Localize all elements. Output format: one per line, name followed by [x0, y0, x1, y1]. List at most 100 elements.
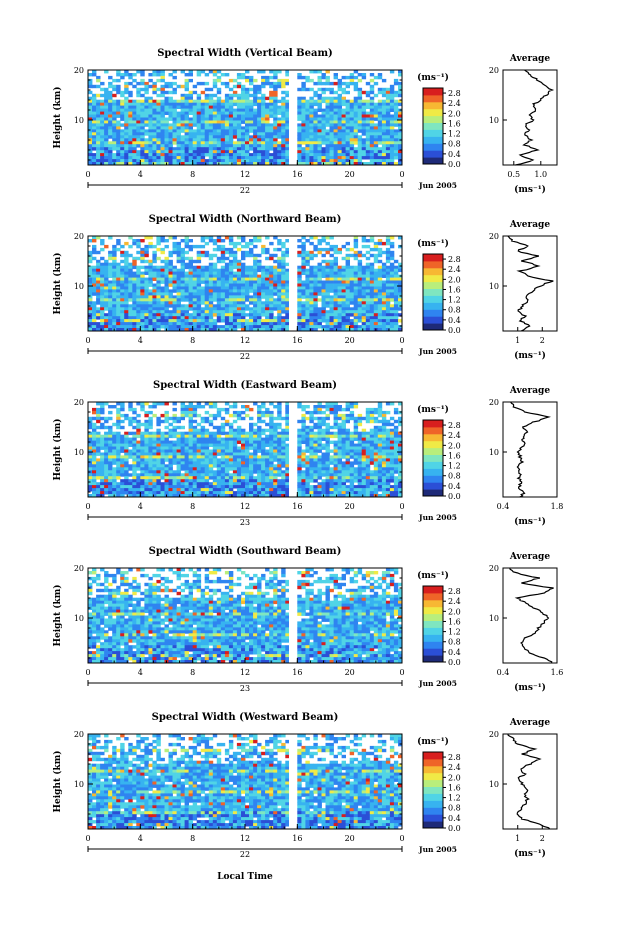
- heatmap-cell: [172, 283, 177, 287]
- heatmap-cell: [265, 407, 270, 412]
- heatmap-cell: [245, 286, 250, 290]
- heatmap-cell: [236, 280, 242, 284]
- heatmap-cell: [277, 123, 282, 127]
- heatmap-cell: [341, 316, 346, 320]
- heatmap-cell: [261, 141, 266, 145]
- heatmap-cell: [305, 325, 310, 329]
- heatmap-cell: [156, 239, 161, 243]
- heatmap-cell: [128, 325, 133, 329]
- heatmap-cell: [389, 325, 395, 329]
- heatmap-cell: [216, 298, 222, 302]
- heatmap-cell: [136, 422, 141, 427]
- heatmap-cell: [112, 319, 117, 323]
- heatmap-cell: [389, 431, 395, 436]
- heatmap-cell: [317, 316, 322, 320]
- heatmap-cell: [168, 159, 173, 163]
- heatmap-cell: [393, 156, 399, 160]
- heatmap-cell: [200, 289, 206, 293]
- heatmap-cell: [369, 428, 375, 433]
- heatmap-cell: [309, 126, 314, 130]
- heatmap-cell: [269, 159, 274, 163]
- heatmap-cell: [269, 325, 274, 329]
- heatmap-cell: [345, 274, 350, 278]
- heatmap-cell: [377, 319, 383, 323]
- heatmap-cell: [297, 328, 302, 332]
- heatmap-cell: [156, 120, 161, 124]
- heatmap-cell: [224, 126, 230, 130]
- heatmap-cell: [188, 271, 193, 275]
- heatmap-cell: [104, 156, 109, 160]
- heatmap-cell: [285, 316, 290, 320]
- heatmap-cell: [285, 322, 290, 326]
- heatmap-cell: [301, 416, 306, 421]
- heatmap-cell: [241, 111, 246, 115]
- heatmap-cell: [92, 437, 97, 441]
- heatmap-cell: [100, 87, 105, 92]
- heatmap-cell: [245, 434, 250, 439]
- heatmap-cell: [277, 304, 282, 308]
- heatmap-cell: [132, 289, 137, 293]
- heatmap-cell: [228, 123, 234, 127]
- heatmap-cell: [273, 268, 278, 273]
- heatmap-cell: [253, 159, 258, 163]
- heatmap-cell: [257, 102, 262, 107]
- heatmap-cell: [317, 277, 322, 281]
- heatmap-cell: [220, 407, 226, 412]
- heatmap-cell: [301, 159, 306, 163]
- heatmap-cell: [180, 126, 185, 130]
- heatmap-cell: [172, 416, 177, 421]
- heatmap-cell: [120, 402, 125, 406]
- heatmap-cell: [321, 111, 326, 115]
- heatmap-cell: [88, 298, 93, 302]
- heatmap-cell: [140, 81, 145, 86]
- heatmap-cell: [381, 422, 387, 427]
- heatmap-cell: [128, 126, 133, 130]
- heatmap-cell: [309, 132, 314, 136]
- heatmap-cell: [192, 132, 198, 136]
- heatmap-cell: [361, 437, 367, 441]
- heatmap-cell: [353, 419, 359, 424]
- heatmap-cell: [160, 268, 165, 273]
- heatmap-cell: [365, 298, 371, 302]
- heatmap-cell: [204, 316, 210, 320]
- heatmap-cell: [305, 277, 310, 281]
- heatmap-cell: [325, 162, 330, 166]
- heatmap-cell: [381, 310, 387, 314]
- panel-title: Spectral Width (Eastward Beam): [153, 380, 337, 391]
- heatmap-cell: [212, 416, 218, 421]
- heatmap-cell: [216, 99, 222, 104]
- x-tick-label: 0: [85, 336, 90, 345]
- heatmap-cell: [164, 123, 169, 127]
- heatmap-cell: [232, 280, 238, 284]
- heatmap-cell: [245, 96, 250, 101]
- heatmap-cell: [349, 307, 355, 311]
- heatmap-cell: [361, 126, 367, 130]
- heatmap-cell: [297, 280, 302, 284]
- heatmap-cell: [204, 135, 210, 139]
- heatmap-cell: [88, 286, 93, 290]
- heatmap-cell: [245, 241, 250, 246]
- heatmap-cell: [273, 81, 278, 86]
- heatmap-cell: [224, 316, 230, 320]
- heatmap-cell: [393, 99, 399, 104]
- heatmap-cell: [144, 434, 149, 439]
- heatmap-cell: [317, 286, 322, 290]
- heatmap-cell: [361, 319, 367, 323]
- heatmap-cell: [236, 316, 242, 320]
- heatmap-cell: [373, 138, 379, 142]
- heatmap-cell: [269, 277, 274, 281]
- heatmap-cell: [273, 325, 278, 329]
- heatmap-cell: [373, 298, 379, 302]
- heatmap-cell: [148, 156, 153, 160]
- heatmap-cell: [156, 102, 161, 107]
- heatmap-cell: [104, 120, 109, 124]
- heatmap-cell: [140, 73, 145, 77]
- heatmap-cell: [341, 271, 346, 275]
- heatmap-cell: [96, 413, 101, 418]
- heatmap-cell: [160, 265, 165, 270]
- heatmap-cell: [232, 307, 238, 311]
- heatmap-cell: [124, 265, 129, 270]
- heatmap-cell: [245, 138, 250, 142]
- heatmap-cell: [104, 286, 109, 290]
- heatmap-cell: [180, 289, 185, 293]
